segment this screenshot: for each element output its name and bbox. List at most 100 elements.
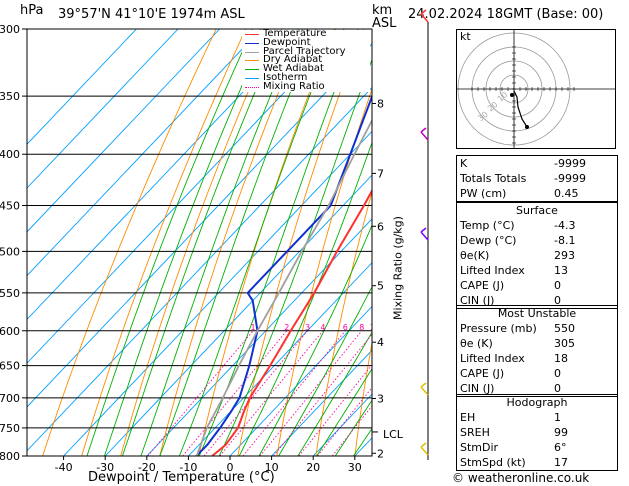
- legend-label: Dewpoint: [263, 36, 311, 48]
- hodograph-value: 6°: [554, 441, 567, 454]
- most-unstable-value: 550: [554, 322, 575, 335]
- parcel-trajectory-line: [195, 118, 372, 456]
- hodograph-table-title: Hodograph: [506, 396, 568, 409]
- legend-label: Temperature: [263, 28, 327, 39]
- pw-value: 0.45: [554, 187, 579, 200]
- wind-barb-icon: [420, 227, 427, 233]
- y-tick-label: 450: [0, 200, 20, 213]
- mixing-ratio-line: [147, 330, 254, 456]
- isotherm-line: [188, 262, 372, 456]
- surface-label: θe(K): [460, 249, 490, 262]
- mixing-ratio-label: 3: [305, 323, 310, 332]
- storm-motion-marker: [510, 93, 514, 97]
- dry-adiabat-line: [159, 29, 306, 456]
- y-tick-label: 550: [0, 287, 20, 300]
- k-index-value: -9999: [554, 157, 586, 170]
- y-tick-label: 650: [0, 360, 20, 373]
- most-unstable-value: 18: [554, 352, 568, 365]
- dry-adiabat-line: [42, 29, 217, 456]
- most-unstable-label: Pressure (mb): [460, 322, 537, 335]
- surface-table: Surface Temp (°C) -4.3 Dewp (°C) -8.1 θe(K) 2…: [456, 202, 618, 309]
- surface-label: CAPE (J): [460, 279, 505, 292]
- indices-table: K -9999 Totals Totals -9999 PW (cm) 0.45: [456, 155, 618, 202]
- totals-totals-label: Totals Totals: [460, 172, 527, 185]
- hodograph-label: SREH: [460, 426, 490, 439]
- wind-barb-icon: [420, 9, 427, 15]
- surface-row: Temp (°C) -4.3: [457, 218, 617, 233]
- isotherm-line: [104, 174, 372, 456]
- surface-value: 13: [554, 264, 568, 277]
- mixing-ratio-label: 15: [394, 323, 404, 332]
- surface-label: CIN (J): [460, 294, 495, 307]
- wet-adiabat-line: [178, 29, 337, 456]
- hodograph-value: 17: [554, 456, 568, 469]
- y-tick-label: 600: [0, 325, 20, 338]
- mixing-ratio-label: 4: [320, 323, 325, 332]
- asl-unit-label: ASL: [372, 16, 397, 31]
- x-tick-label: -40: [55, 461, 73, 474]
- temperature-line: [211, 188, 372, 456]
- mixing-ratio-label: 2: [284, 323, 289, 332]
- y-tick-label: 350: [0, 90, 20, 103]
- km-tick-label: 4: [377, 336, 384, 349]
- surface-label: Temp (°C): [460, 219, 515, 232]
- most-unstable-label: θe (K): [460, 337, 493, 350]
- isotherm-line: [27, 29, 262, 277]
- hpa-unit-label: hPa: [20, 3, 44, 18]
- most-unstable-value: 305: [554, 337, 575, 350]
- wet-adiabat-line: [297, 331, 372, 456]
- x-tick-label: -10: [179, 461, 197, 474]
- wind-barb-icon: [420, 13, 429, 23]
- y-tick-label: 700: [0, 392, 20, 405]
- totals-totals-value: -9999: [554, 172, 586, 185]
- surface-value: -4.3: [554, 219, 576, 232]
- legend-label: Mixing Ratio: [263, 80, 325, 92]
- isotherm-line: [27, 86, 372, 452]
- x-tick-label: 20: [306, 461, 320, 474]
- most-unstable-value: 0: [554, 367, 561, 380]
- wet-adiabat-line: [334, 399, 372, 456]
- wind-barb-icon: [420, 442, 427, 448]
- k-index-label: K: [460, 157, 468, 170]
- legend-item: Wet Adiabat: [242, 64, 370, 74]
- wet-adiabat-line: [258, 224, 372, 456]
- surface-row: CAPE (J) 0: [457, 278, 617, 293]
- hodograph-row: StmSpd (kt) 17: [457, 455, 617, 470]
- legend: Temperature Dewpoint Parcel Trajectory Dry …: [242, 28, 370, 92]
- hodograph-trace: [513, 90, 528, 128]
- hodograph-unit-label: kt: [460, 30, 471, 43]
- wet-adiabat-line: [140, 29, 299, 456]
- y-tick-label: 500: [0, 245, 20, 258]
- lcl-label: LCL: [383, 428, 403, 441]
- x-tick-label: -20: [138, 461, 156, 474]
- legend-item: Isotherm: [242, 72, 370, 83]
- mixing-ratio-line: [242, 330, 346, 456]
- most-unstable-label: Lifted Index: [460, 352, 525, 365]
- most-unstable-row: Lifted Index 18: [457, 351, 617, 366]
- legend-label: Parcel Trajectory: [263, 45, 346, 57]
- wind-barb-icon: [420, 131, 429, 141]
- mixing-ratio-label: 1: [251, 323, 256, 332]
- most-unstable-table: Most Unstable Pressure (mb) 550 θe (K) 305 L…: [456, 305, 618, 397]
- x-tick-label: -30: [96, 461, 114, 474]
- dry-adiabat-line: [81, 29, 247, 456]
- wind-barb-icon: [420, 231, 429, 241]
- surface-row: Dewp (°C) -8.1: [457, 233, 617, 248]
- y-tick-label: 300: [0, 23, 20, 36]
- location-title: 39°57'N 41°10'E 1974m ASL: [58, 7, 245, 22]
- mixing-ratio-label: 6: [343, 323, 348, 332]
- isotherm-line: [27, 29, 179, 189]
- surface-row: CIN (J) 0: [457, 293, 617, 308]
- most-unstable-value: 0: [554, 382, 561, 395]
- most-unstable-row: θe (K) 305: [457, 336, 617, 351]
- hodograph-end-marker: [525, 125, 529, 129]
- wet-adiabat-line: [121, 29, 283, 456]
- legend-item: Parcel Trajectory: [242, 45, 370, 57]
- wind-barb-icon: [420, 446, 429, 456]
- dry-adiabat-line: [625, 29, 629, 456]
- mixing-ratio-axis-title: Mixing Ratio (g/kg): [391, 216, 405, 320]
- surface-row: θe(K) 293: [457, 248, 617, 263]
- legend-item: Temperature: [242, 28, 370, 39]
- surface-value: 0: [554, 294, 561, 307]
